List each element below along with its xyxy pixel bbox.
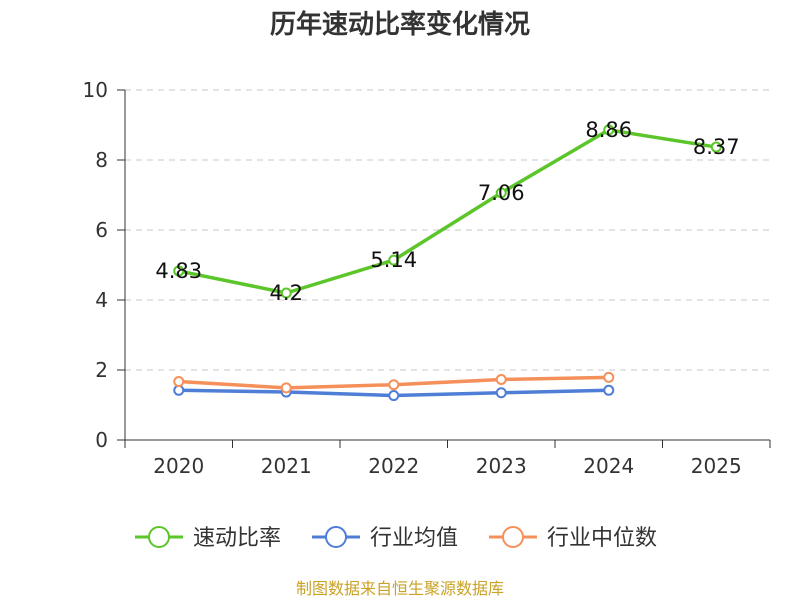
data-point[interactable]: [495, 373, 507, 385]
data-point[interactable]: [280, 382, 292, 394]
x-tick-label: 2023: [476, 454, 527, 478]
series-line-0: [177, 128, 718, 295]
y-tick-label: 4: [95, 288, 108, 312]
data-point[interactable]: [388, 390, 400, 402]
legend-item-2[interactable]: 行业中位数: [489, 526, 657, 551]
data-labels: 4.83 4.2 5.14 7.06 8.86 8.37: [155, 118, 739, 305]
data-point[interactable]: [603, 371, 615, 383]
x-tick-label: 2024: [583, 454, 634, 478]
x-tick-label: 2022: [368, 454, 419, 478]
legend-item-1[interactable]: 行业均值: [312, 526, 458, 551]
y-tick-label: 0: [95, 428, 108, 452]
data-label: 8.37: [693, 135, 740, 159]
data-point[interactable]: [495, 187, 507, 199]
data-point[interactable]: [280, 287, 292, 299]
axes: 0 2 4 6 8 10 2020 2021 2022 2023 2024 2025: [83, 78, 771, 478]
data-point[interactable]: [173, 376, 185, 388]
legend-label: 行业中位数: [547, 526, 657, 551]
x-tick-label: 2021: [261, 454, 312, 478]
data-point[interactable]: [603, 124, 615, 136]
data-point[interactable]: [173, 384, 185, 396]
data-point[interactable]: [710, 141, 722, 153]
legend-marker: [502, 526, 524, 548]
grid: [125, 89, 770, 371]
data-label: 8.86: [585, 118, 632, 142]
legend-marker: [325, 526, 347, 548]
chart-title: 历年速动比率变化情况: [270, 9, 530, 40]
data-point[interactable]: [173, 265, 185, 277]
data-point[interactable]: [388, 254, 400, 266]
y-tick-label: 10: [83, 78, 108, 102]
data-label: 4.2: [270, 281, 303, 305]
data-label: 4.83: [155, 259, 202, 283]
legend[interactable]: 速动比率 行业均值 行业中位数: [135, 526, 657, 551]
y-tick-label: 6: [95, 218, 108, 242]
legend-item-0[interactable]: 速动比率: [135, 526, 281, 551]
legend-label: 速动比率: [193, 526, 281, 551]
data-label: 5.14: [370, 248, 417, 272]
data-point[interactable]: [495, 387, 507, 399]
legend-marker: [148, 526, 170, 548]
x-tick-label: 2020: [153, 454, 204, 478]
series: [173, 124, 722, 402]
y-tick-label: 2: [95, 358, 108, 382]
data-point[interactable]: [388, 379, 400, 391]
legend-label: 行业均值: [370, 526, 458, 551]
y-tick-label: 8: [95, 148, 108, 172]
source-note: 制图数据来自恒生聚源数据库: [296, 579, 504, 598]
data-label: 7.06: [478, 181, 525, 205]
x-tick-label: 2025: [691, 454, 742, 478]
data-point[interactable]: [603, 384, 615, 396]
